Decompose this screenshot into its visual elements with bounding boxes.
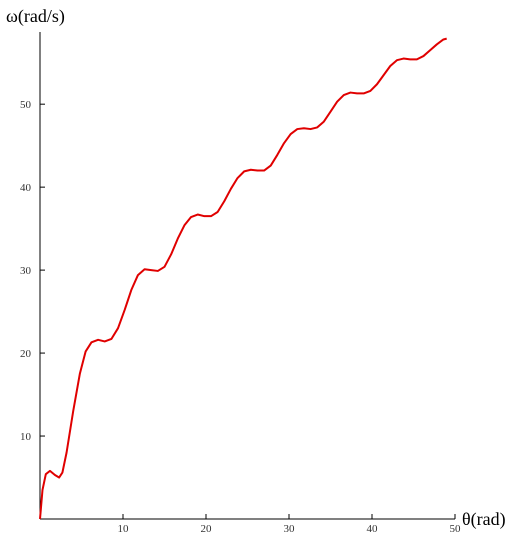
y-tick-label: 40 <box>20 182 32 194</box>
x-tick-label: 40 <box>367 523 379 535</box>
y-tick-label: 30 <box>20 265 32 277</box>
x-axis-label: θ(rad) <box>462 509 506 530</box>
y-axis-label: ω(rad/s) <box>6 6 65 27</box>
y-tick-label: 50 <box>20 99 32 111</box>
y-tick-label: 10 <box>20 431 32 443</box>
x-tick-label: 50 <box>450 523 462 535</box>
data-line <box>39 37 447 520</box>
y-tick-label: 20 <box>20 348 32 360</box>
x-tick-label: 30 <box>284 523 296 535</box>
x-tick-label: 20 <box>201 523 213 535</box>
x-tick-label: 10 <box>118 523 130 535</box>
